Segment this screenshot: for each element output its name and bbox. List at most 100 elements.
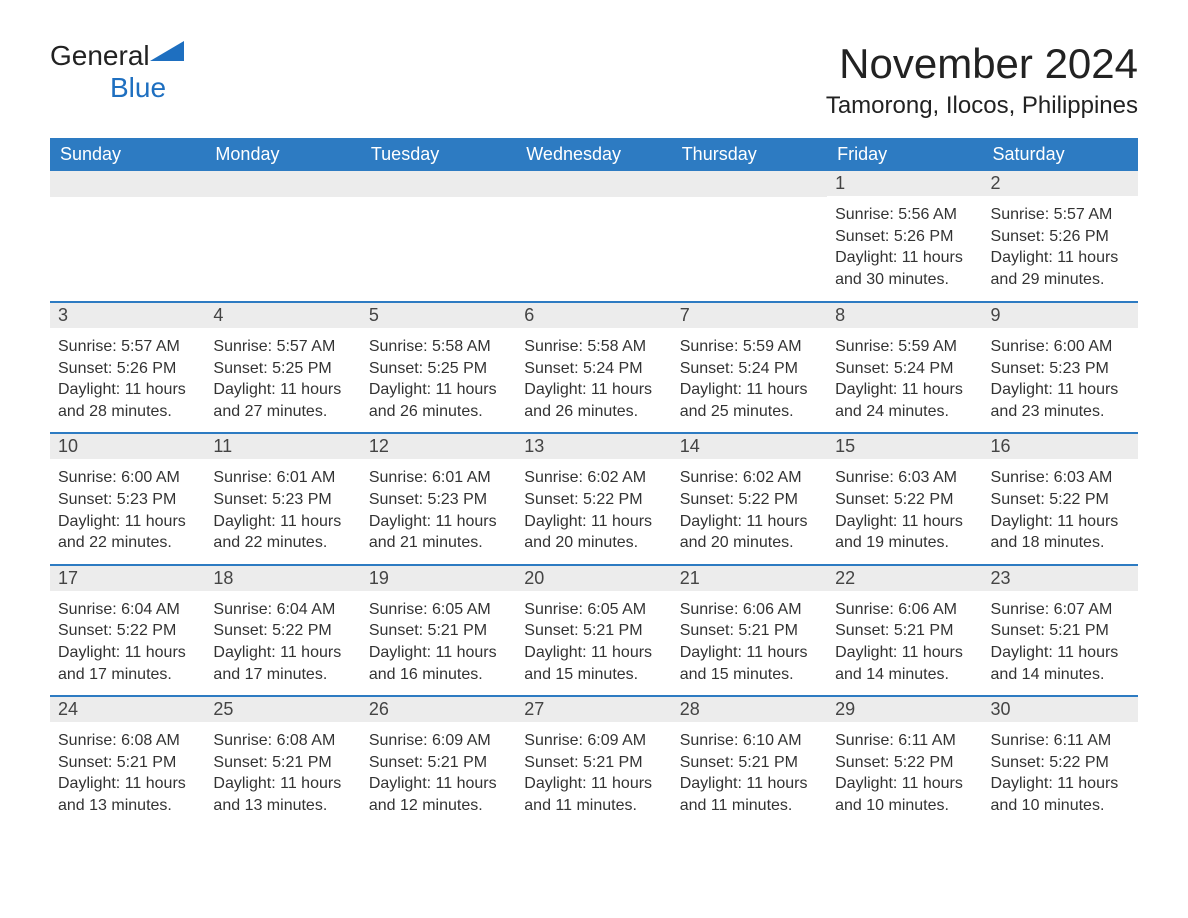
sunset-text: Sunset: 5:22 PM [524, 489, 663, 511]
daylight-text: Daylight: 11 hours and 19 minutes. [835, 511, 974, 554]
day-number: 9 [983, 301, 1138, 328]
day-number: 22 [827, 564, 982, 591]
calendar-week-row: 24 Sunrise: 6:08 AMSunset: 5:21 PMDayligh… [50, 695, 1138, 826]
calendar-day-cell: 23Sunrise: 6:07 AMSunset: 5:21 PMDayligh… [983, 564, 1138, 695]
sunset-text: Sunset: 5:21 PM [524, 752, 663, 774]
sunset-text: Sunset: 5:22 PM [991, 489, 1130, 511]
sunrise-text: Sunrise: 6:03 AM [991, 467, 1130, 489]
sunrise-text: Sunrise: 6:01 AM [213, 467, 352, 489]
day-info: Sunrise: 5:58 AMSunset: 5:25 PMDaylight:… [369, 332, 508, 422]
sunrise-text: Sunrise: 6:00 AM [991, 336, 1130, 358]
daylight-text: Daylight: 11 hours and 15 minutes. [524, 642, 663, 685]
sunrise-text: Sunrise: 5:57 AM [213, 336, 352, 358]
daylight-text: Daylight: 11 hours and 26 minutes. [524, 379, 663, 422]
daylight-text: Daylight: 11 hours and 23 minutes. [991, 379, 1130, 422]
sunset-text: Sunset: 5:26 PM [58, 358, 197, 380]
sunset-text: Sunset: 5:23 PM [991, 358, 1130, 380]
daylight-text: Daylight: 11 hours and 22 minutes. [213, 511, 352, 554]
day-info: Sunrise: 6:06 AMSunset: 5:21 PMDaylight:… [835, 595, 974, 685]
calendar-day-cell: 28Sunrise: 6:10 AMSunset: 5:21 PMDayligh… [672, 695, 827, 826]
day-number: 25 [205, 695, 360, 722]
daylight-text: Daylight: 11 hours and 30 minutes. [835, 247, 974, 290]
day-info: Sunrise: 6:00 AMSunset: 5:23 PMDaylight:… [991, 332, 1130, 422]
day-info: Sunrise: 6:07 AMSunset: 5:21 PMDaylight:… [991, 595, 1130, 685]
sunrise-text: Sunrise: 5:59 AM [835, 336, 974, 358]
weekday-header: Friday [827, 138, 982, 171]
sunset-text: Sunset: 5:24 PM [835, 358, 974, 380]
day-number: 11 [205, 432, 360, 459]
calendar-week-row: 3Sunrise: 5:57 AMSunset: 5:26 PMDaylight… [50, 301, 1138, 432]
calendar-day-cell: 7 Sunrise: 5:59 AMSunset: 5:24 PMDaylight… [672, 301, 827, 432]
day-number: 19 [361, 564, 516, 591]
calendar-day-cell [50, 171, 205, 301]
calendar-day-cell: 4Sunrise: 5:57 AMSunset: 5:25 PMDaylight… [205, 301, 360, 432]
daylight-text: Daylight: 11 hours and 14 minutes. [835, 642, 974, 685]
daylight-text: Daylight: 11 hours and 10 minutes. [991, 773, 1130, 816]
sunset-text: Sunset: 5:23 PM [369, 489, 508, 511]
day-info: Sunrise: 6:11 AMSunset: 5:22 PMDaylight:… [835, 726, 974, 816]
sunrise-text: Sunrise: 5:58 AM [524, 336, 663, 358]
calendar-week-row: 17 Sunrise: 6:04 AMSunset: 5:22 PMDayligh… [50, 564, 1138, 695]
day-info: Sunrise: 6:10 AMSunset: 5:21 PMDaylight:… [680, 726, 819, 816]
calendar-day-cell: 17Sunrise: 6:04 AMSunset: 5:22 PMDayligh… [50, 564, 205, 695]
sunrise-text: Sunrise: 6:11 AM [991, 730, 1130, 752]
day-number: 12 [361, 432, 516, 459]
day-info: Sunrise: 5:59 AMSunset: 5:24 PMDaylight:… [680, 332, 819, 422]
calendar-day-cell [361, 171, 516, 301]
sunrise-text: Sunrise: 6:11 AM [835, 730, 974, 752]
sunrise-text: Sunrise: 5:57 AM [58, 336, 197, 358]
sunset-text: Sunset: 5:25 PM [369, 358, 508, 380]
day-info: Sunrise: 5:57 AMSunset: 5:25 PMDaylight:… [213, 332, 352, 422]
daylight-text: Daylight: 11 hours and 25 minutes. [680, 379, 819, 422]
weekday-header: Sunday [50, 138, 205, 171]
day-info: Sunrise: 6:08 AMSunset: 5:21 PMDaylight:… [213, 726, 352, 816]
calendar-day-cell: 24Sunrise: 6:08 AMSunset: 5:21 PMDayligh… [50, 695, 205, 826]
day-info: Sunrise: 6:09 AMSunset: 5:21 PMDaylight:… [524, 726, 663, 816]
month-title: November 2024 [826, 40, 1138, 88]
daylight-text: Daylight: 11 hours and 17 minutes. [213, 642, 352, 685]
sunset-text: Sunset: 5:24 PM [680, 358, 819, 380]
sunrise-text: Sunrise: 6:05 AM [369, 599, 508, 621]
calendar-day-cell: 16Sunrise: 6:03 AMSunset: 5:22 PMDayligh… [983, 432, 1138, 563]
sunrise-text: Sunrise: 6:04 AM [58, 599, 197, 621]
daylight-text: Daylight: 11 hours and 18 minutes. [991, 511, 1130, 554]
calendar-day-cell: 29 Sunrise: 6:11 AMSunset: 5:22 PMDayligh… [827, 695, 982, 826]
day-info: Sunrise: 6:03 AMSunset: 5:22 PMDaylight:… [835, 463, 974, 553]
sunrise-text: Sunrise: 6:00 AM [58, 467, 197, 489]
daylight-text: Daylight: 11 hours and 21 minutes. [369, 511, 508, 554]
day-number: 26 [361, 695, 516, 722]
sunrise-text: Sunrise: 5:58 AM [369, 336, 508, 358]
sunset-text: Sunset: 5:22 PM [835, 489, 974, 511]
sunset-text: Sunset: 5:25 PM [213, 358, 352, 380]
sunrise-text: Sunrise: 6:09 AM [369, 730, 508, 752]
day-number: 30 [983, 695, 1138, 722]
daylight-text: Daylight: 11 hours and 14 minutes. [991, 642, 1130, 685]
sunset-text: Sunset: 5:21 PM [835, 620, 974, 642]
calendar-day-cell: 15Sunrise: 6:03 AMSunset: 5:22 PMDayligh… [827, 432, 982, 563]
sunset-text: Sunset: 5:22 PM [680, 489, 819, 511]
day-number: 29 [827, 695, 982, 722]
weekday-header: Saturday [983, 138, 1138, 171]
day-info: Sunrise: 5:58 AMSunset: 5:24 PMDaylight:… [524, 332, 663, 422]
logo: General Blue [50, 40, 184, 104]
calendar-day-cell: 26Sunrise: 6:09 AMSunset: 5:21 PMDayligh… [361, 695, 516, 826]
calendar-day-cell [205, 171, 360, 301]
sunrise-text: Sunrise: 6:04 AM [213, 599, 352, 621]
calendar-day-cell: 22 Sunrise: 6:06 AMSunset: 5:21 PMDayligh… [827, 564, 982, 695]
calendar-day-cell: 6Sunrise: 5:58 AMSunset: 5:24 PMDaylight… [516, 301, 671, 432]
day-number: 17 [50, 564, 205, 591]
daylight-text: Daylight: 11 hours and 10 minutes. [835, 773, 974, 816]
location-text: Tamorong, Ilocos, Philippines [826, 92, 1138, 120]
daylight-text: Daylight: 11 hours and 16 minutes. [369, 642, 508, 685]
daylight-text: Daylight: 11 hours and 11 minutes. [680, 773, 819, 816]
day-info: Sunrise: 6:06 AMSunset: 5:21 PMDaylight:… [680, 595, 819, 685]
sunset-text: Sunset: 5:23 PM [213, 489, 352, 511]
calendar-day-cell: 27Sunrise: 6:09 AMSunset: 5:21 PMDayligh… [516, 695, 671, 826]
day-info: Sunrise: 6:04 AMSunset: 5:22 PMDaylight:… [213, 595, 352, 685]
day-number: 13 [516, 432, 671, 459]
day-number: 24 [50, 695, 205, 722]
sunrise-text: Sunrise: 6:09 AM [524, 730, 663, 752]
calendar-day-cell: 10Sunrise: 6:00 AMSunset: 5:23 PMDayligh… [50, 432, 205, 563]
calendar-day-cell: 11 Sunrise: 6:01 AMSunset: 5:23 PMDayligh… [205, 432, 360, 563]
day-number: 7 [672, 301, 827, 328]
